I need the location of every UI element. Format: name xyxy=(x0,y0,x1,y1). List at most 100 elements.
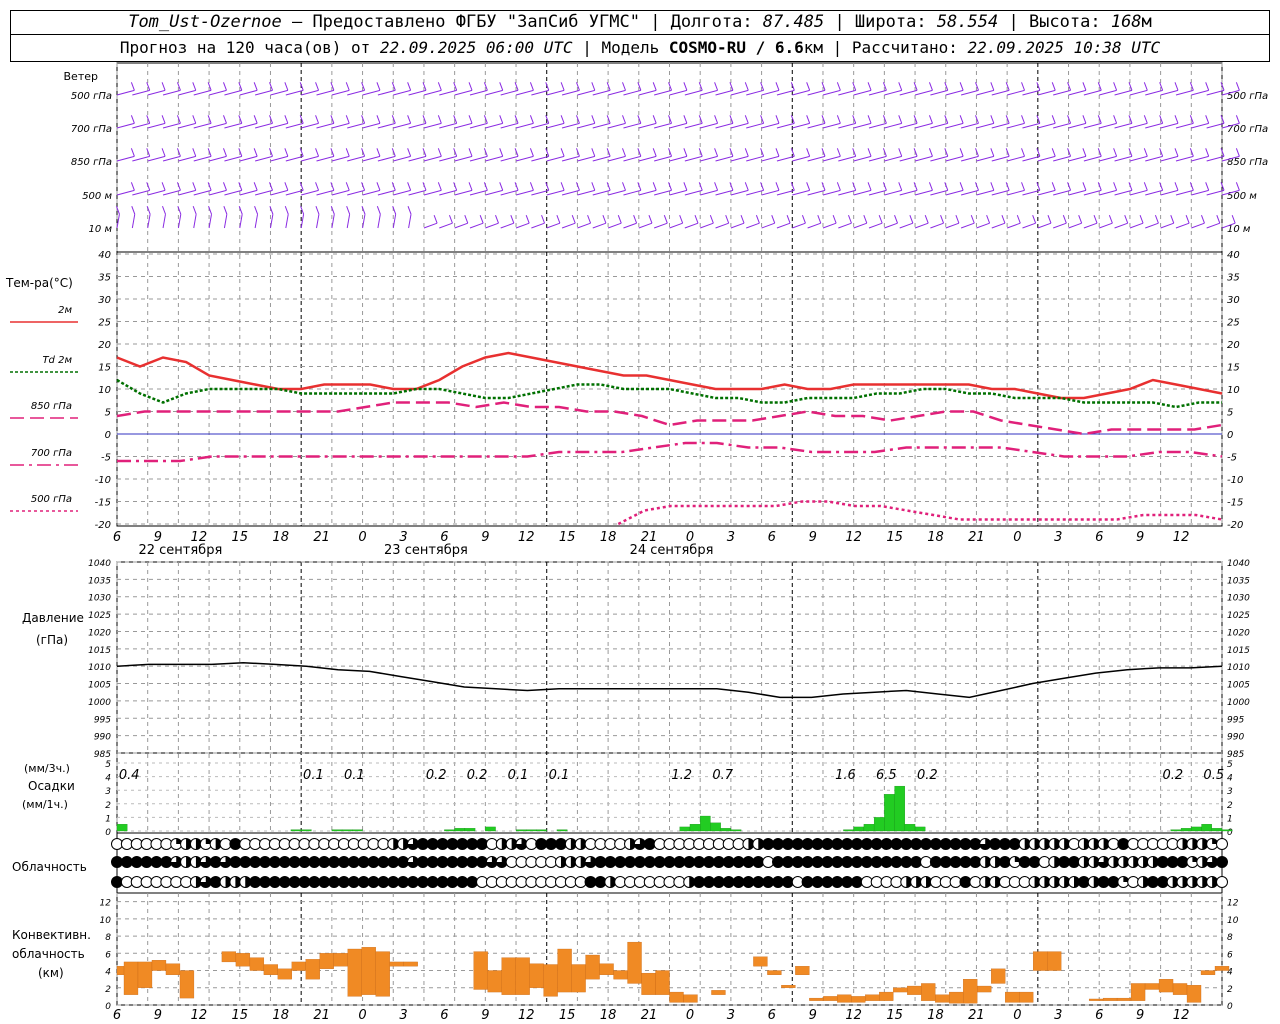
cloud-symbol xyxy=(1107,838,1120,850)
wind-barb xyxy=(331,89,350,96)
cloud-symbol xyxy=(416,856,429,868)
tick-label-x: 3 xyxy=(1054,530,1062,545)
cloud-symbol xyxy=(732,856,745,868)
tick-label-y: -20 xyxy=(95,520,111,531)
cloud-fill xyxy=(1192,876,1198,888)
cloud-symbol xyxy=(772,856,785,868)
wind-barb-flag xyxy=(1021,182,1025,191)
wind-barb xyxy=(469,89,488,96)
wind-barb xyxy=(454,189,473,196)
cloud-symbol xyxy=(347,838,360,850)
cloud-symbol xyxy=(712,876,725,888)
wind-barb xyxy=(331,122,350,129)
wind-barb xyxy=(607,122,626,129)
wind-barb-flag xyxy=(529,82,534,91)
wind-barb xyxy=(208,189,227,196)
cloud-fill xyxy=(748,838,754,850)
precip-bar xyxy=(526,829,537,832)
wind-barb-flag xyxy=(299,182,304,191)
convective-bar xyxy=(305,959,320,980)
wind-barb xyxy=(884,122,902,129)
wind-barb-flag xyxy=(161,82,166,91)
wind-barb-flag xyxy=(1143,148,1148,157)
wind-barb-flag xyxy=(1067,82,1072,91)
tick-label-x: 15 xyxy=(559,1008,576,1023)
tick-label-y: 1025 xyxy=(88,611,111,621)
wind-barb-flag xyxy=(560,82,565,91)
cloud-symbol xyxy=(456,838,469,850)
wind-barb-flag xyxy=(898,182,903,191)
wind-barb xyxy=(561,89,580,96)
wind-barb-flag xyxy=(345,82,350,91)
wind-barb xyxy=(178,155,196,162)
cloud-symbol xyxy=(841,856,854,868)
wind-barb-flag xyxy=(376,148,381,157)
wind-barb-flag xyxy=(345,148,350,157)
wind-barb xyxy=(1037,122,1056,129)
wind-barb xyxy=(914,89,933,96)
wind-barb xyxy=(239,89,258,96)
cloud-fill xyxy=(407,838,419,850)
wind-barb-flag xyxy=(587,215,592,224)
wind-barb-flag xyxy=(345,182,350,191)
wind-barb-flag xyxy=(986,215,991,224)
altitude-unit: м xyxy=(1141,12,1152,32)
precip-total-label: 0.2 xyxy=(426,768,447,783)
cloud-symbol xyxy=(377,838,390,850)
cloud-symbol xyxy=(1137,838,1150,850)
wind-barb xyxy=(454,89,473,96)
cloud-symbol xyxy=(1216,856,1228,868)
tick-label-y: 12 xyxy=(1227,899,1239,909)
cloud-symbol xyxy=(347,856,360,868)
wind-barb xyxy=(132,155,150,162)
cloud-symbol xyxy=(298,856,311,868)
wind-barb xyxy=(1129,222,1144,229)
wind-barb-flag xyxy=(1159,82,1164,91)
tick-label-y: 10 xyxy=(1227,385,1240,396)
convective-bar xyxy=(977,985,992,993)
tick-label-x: 18 xyxy=(927,530,944,545)
wind-barb-flag xyxy=(315,206,320,215)
precip-bar xyxy=(894,785,905,832)
cloud-symbol xyxy=(318,856,331,868)
wind-barb xyxy=(178,189,196,196)
wind-barb xyxy=(561,122,580,129)
wind-barb-flag xyxy=(499,82,504,91)
cloud-symbol xyxy=(614,838,627,850)
wind-barb xyxy=(331,189,350,196)
wind-level-label: 10 м xyxy=(89,224,113,235)
wind-barb-flag xyxy=(1113,182,1118,191)
wind-barb xyxy=(792,122,810,129)
wind-level-label: 850 гПа xyxy=(71,157,112,168)
wind-barb xyxy=(776,89,795,96)
wind-barb-flag xyxy=(806,148,811,157)
wind-barb-flag xyxy=(944,115,949,124)
cloud-symbol xyxy=(485,838,498,850)
wind-barb xyxy=(669,155,688,162)
tick-label-y: 4 xyxy=(1227,968,1233,978)
wind-barb-flag xyxy=(499,148,504,157)
wind-barb xyxy=(1129,122,1148,129)
tick-label-x: 15 xyxy=(559,530,576,545)
wind-barb-flag xyxy=(652,148,657,157)
precip-bar xyxy=(1180,828,1192,832)
tick-label-y: 8 xyxy=(1227,933,1233,943)
wind-barb-flag xyxy=(591,115,596,124)
wind-barb xyxy=(269,214,274,229)
cloud-symbol xyxy=(831,876,844,888)
cloud-fill xyxy=(758,838,764,850)
cloud-symbol xyxy=(870,856,883,868)
wind-barb-flag xyxy=(1235,115,1240,124)
wind-barb-flag xyxy=(790,115,795,124)
wind-barb xyxy=(392,214,397,229)
cloud-symbol xyxy=(633,876,646,888)
wind-barb xyxy=(684,122,703,129)
wind-barb xyxy=(945,189,964,196)
cloud-symbol xyxy=(653,876,666,888)
wind-barb-flag xyxy=(1159,182,1164,191)
cloud-fill xyxy=(995,876,1001,888)
wind-barb xyxy=(1221,89,1240,96)
wind-barb xyxy=(1206,222,1220,229)
wind-barb-flag xyxy=(223,182,227,191)
precip-bar xyxy=(454,828,466,832)
